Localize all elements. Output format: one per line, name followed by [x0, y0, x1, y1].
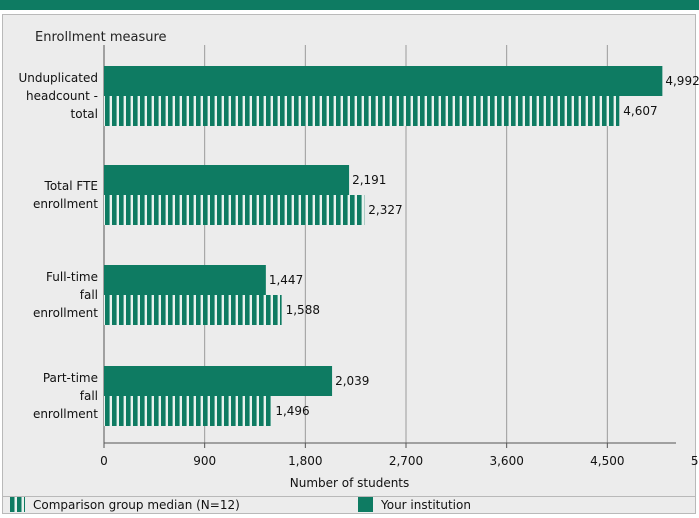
legend [2, 496, 696, 514]
legend-label-institution: Your institution [381, 497, 471, 512]
x-tick-label: 1,800 [288, 454, 322, 468]
category-label-line: Part-time [42, 371, 98, 385]
category-label-line: enrollment [32, 197, 98, 211]
x-tick-label: 3,600 [489, 454, 523, 468]
category-label-line: Total FTE [44, 179, 98, 193]
top-accent-bar [0, 0, 699, 10]
data-label-comparison-median: 1,588 [286, 303, 320, 317]
category-label: Unduplicated headcount - total [6, 69, 98, 123]
x-tick-label: 5,400 [691, 454, 699, 468]
category-label-line: headcount - [26, 89, 98, 103]
bar-comparison-median [104, 195, 365, 225]
data-label-your-institution: 4,992 [665, 74, 699, 88]
category-label-line: Full-time [46, 270, 98, 284]
category-label-line: total [70, 107, 98, 121]
bar-comparison-median [104, 96, 620, 126]
category-label: Full-time fall enrollment [6, 268, 98, 322]
legend-item-comparison: Comparison group median (N=12) [10, 497, 240, 512]
data-label-your-institution: 2,191 [352, 173, 386, 187]
data-label-your-institution: 1,447 [269, 273, 303, 287]
category-label: Total FTE enrollment [6, 177, 98, 213]
category-label-line: Unduplicated [18, 71, 98, 85]
data-label-your-institution: 2,039 [335, 374, 369, 388]
x-tick-label: 0 [100, 454, 108, 468]
x-tick-label: 900 [193, 454, 216, 468]
category-label-line: enrollment [32, 306, 98, 320]
y-axis-title: Enrollment measure [35, 30, 167, 45]
data-label-comparison-median: 1,496 [275, 404, 309, 418]
bar-comparison-median [104, 396, 272, 426]
bar-your-institution [104, 265, 266, 295]
category-label-line: fall [79, 288, 98, 302]
legend-swatch-striped [10, 497, 25, 512]
bar-comparison-median [104, 295, 282, 325]
category-label-line: enrollment [32, 407, 98, 421]
bar-your-institution [104, 165, 350, 195]
data-label-comparison-median: 2,327 [368, 203, 402, 217]
data-label-comparison-median: 4,607 [623, 104, 657, 118]
x-axis-title: Number of students [289, 476, 410, 490]
legend-label-comparison: Comparison group median (N=12) [33, 497, 240, 512]
bar-your-institution [104, 66, 663, 96]
category-label-line: fall [79, 389, 98, 403]
x-tick-label: 4,500 [590, 454, 624, 468]
legend-item-institution: Your institution [358, 497, 471, 512]
category-label: Part-time fall enrollment [6, 369, 98, 423]
x-tick-label: 2,700 [389, 454, 423, 468]
bar-your-institution [104, 366, 333, 396]
legend-swatch-solid [358, 497, 373, 512]
